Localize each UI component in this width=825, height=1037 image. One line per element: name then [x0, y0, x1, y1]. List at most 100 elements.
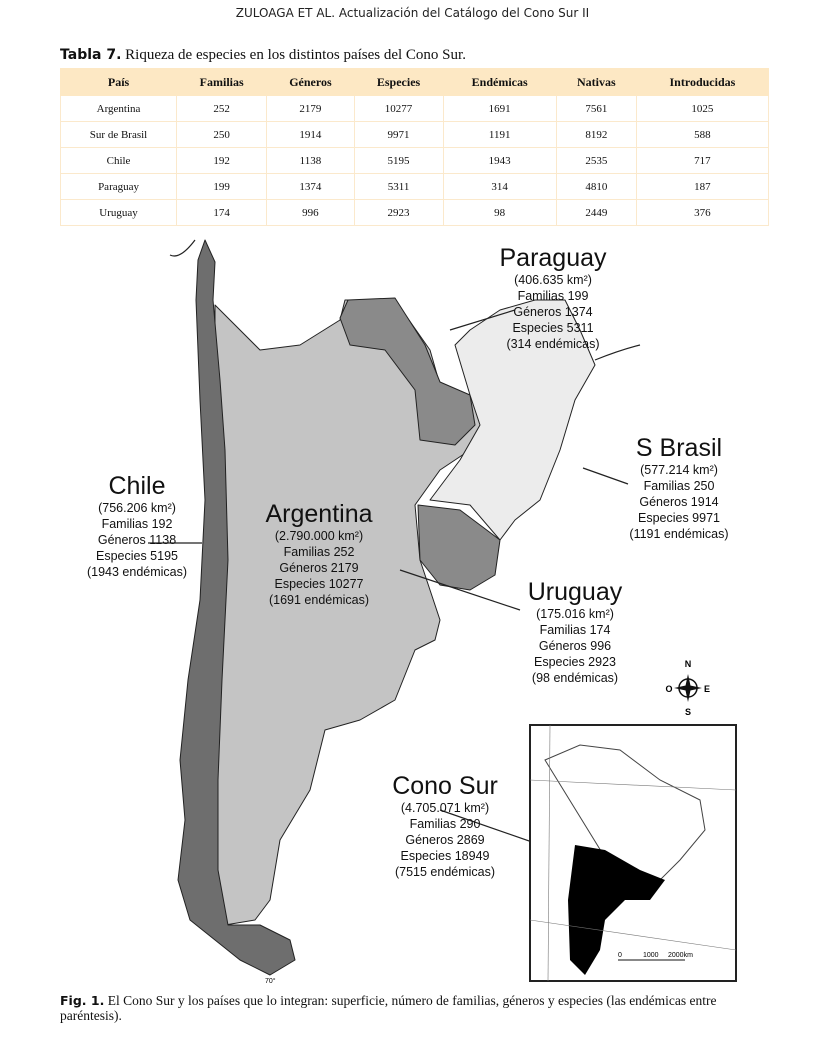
table-cell: 2535: [555, 147, 637, 174]
conosur-familias: Familias 290: [409, 817, 481, 831]
table-caption: Tabla 7. Riqueza de especies en los dist…: [60, 47, 466, 64]
uruguay-generos: Géneros 996: [538, 639, 612, 653]
conosur-name: Cono Sur: [392, 772, 498, 800]
running-head: ZULOAGA ET AL. Actualización del Catálog…: [235, 6, 590, 20]
table-row: Argentina 252 2179 10277 1691 7561 1025: [59, 95, 770, 122]
label-uruguay: Uruguay (175.016 km²) Familias 174 Géner…: [500, 578, 650, 686]
table-label: Tabla 7.: [60, 47, 122, 63]
chile-endemicas: (1943 endémicas): [86, 565, 188, 579]
table-cell: 1025: [635, 95, 770, 122]
table-cell: 187: [635, 173, 770, 200]
table-cell: 199: [176, 173, 268, 200]
meridian-label: 70°: [265, 977, 276, 985]
table-cell: 10277: [353, 95, 444, 122]
scale-2000: 2000km: [668, 952, 693, 959]
table-cell: 9971: [353, 121, 444, 148]
table-cell: 192: [176, 147, 268, 174]
paraguay-endemicas: (314 endémicas): [506, 337, 600, 351]
inset-cono-sur: [568, 845, 665, 975]
figure-caption-text: El Cono Sur y los países que lo integran…: [60, 993, 717, 1023]
table-cell: 588: [635, 121, 770, 148]
paraguay-especies: Especies 5311: [512, 321, 594, 335]
map-uruguay: [417, 504, 501, 591]
table-cell: 2179: [266, 95, 355, 122]
table-cell: 996: [266, 199, 355, 226]
table-cell: 314: [442, 173, 557, 200]
col-generos: Géneros: [266, 68, 355, 96]
map-paraguay: [339, 297, 476, 446]
table-cell: Argentina: [59, 95, 178, 122]
compass-s: S: [685, 707, 691, 717]
scale-0: 0: [618, 952, 622, 959]
brasil-familias: Familias 250: [643, 479, 715, 493]
uruguay-name: Uruguay: [527, 578, 623, 606]
table-cell: 1138: [266, 147, 355, 174]
chile-especies: Especies 5195: [95, 549, 178, 563]
conosur-especies: Especies 18949: [400, 849, 490, 863]
paraguay-familias: Familias 199: [517, 289, 589, 303]
map-chile: [177, 239, 296, 976]
brasil-especies: Especies 9971: [637, 511, 720, 525]
label-argentina: Argentina (2.790.000 km²) Familias 252 G…: [244, 500, 394, 608]
table-cell: 2449: [555, 199, 637, 226]
table-cell: Paraguay: [59, 173, 178, 200]
uruguay-familias: Familias 174: [539, 623, 611, 637]
compass-e: E: [704, 684, 710, 694]
table-row: Paraguay 199 1374 5311 314 4810 187: [59, 173, 770, 200]
species-table: País Familias Géneros Especies Endémicas…: [59, 68, 770, 226]
paraguay-name: Paraguay: [499, 244, 607, 272]
argentina-name: Argentina: [265, 500, 373, 528]
chile-familias: Familias 192: [101, 517, 173, 531]
scale-1000: 1000: [643, 952, 659, 959]
compass-icon: [674, 674, 702, 702]
label-paraguay: Paraguay (406.635 km²) Familias 199 Géne…: [478, 244, 628, 352]
col-introducidas: Introducidas: [635, 68, 770, 96]
compass-o: O: [665, 684, 672, 694]
argentina-endemicas: (1691 endémicas): [268, 593, 370, 607]
chile-generos: Géneros 1138: [97, 533, 177, 547]
table-cell: 98: [442, 199, 557, 226]
table-cell: 376: [635, 199, 770, 226]
table-caption-text: Riqueza de especies en los distintos paí…: [125, 47, 466, 63]
argentina-generos: Géneros 2179: [279, 561, 359, 575]
compass-n: N: [685, 659, 692, 669]
argentina-especies: Especies 10277: [274, 577, 364, 591]
argentina-area: (2.790.000 km²): [274, 529, 364, 543]
label-conosur: Cono Sur (4.705.071 km²) Familias 290 Gé…: [370, 772, 520, 880]
table-cell: 7561: [555, 95, 637, 122]
label-brasil: S Brasil (577.214 km²) Familias 250 Géne…: [604, 434, 754, 542]
brasil-area: (577.214 km²): [640, 463, 718, 477]
table-cell: 174: [176, 199, 268, 226]
brasil-generos: Géneros 1914: [639, 495, 719, 509]
uruguay-area: (175.016 km²): [536, 607, 614, 621]
chile-name: Chile: [108, 472, 166, 500]
col-especies: Especies: [353, 68, 444, 96]
label-chile: Chile (756.206 km²) Familias 192 Géneros…: [62, 472, 212, 580]
chile-area: (756.206 km²): [98, 501, 176, 515]
table-cell: 1691: [442, 95, 557, 122]
brasil-name: S Brasil: [635, 434, 723, 462]
table-header-row: País Familias Géneros Especies Endémicas…: [59, 68, 770, 96]
map-brasil: [429, 299, 596, 541]
table-cell: Uruguay: [59, 199, 178, 226]
conosur-area: (4.705.071 km²): [400, 801, 490, 815]
inset-map: 0 1000 2000km: [529, 724, 737, 982]
col-nativas: Nativas: [555, 68, 637, 96]
uruguay-endemicas: (98 endémicas): [531, 671, 619, 685]
table-cell: 1374: [266, 173, 355, 200]
paraguay-area: (406.635 km²): [514, 273, 592, 287]
table-cell: 5311: [353, 173, 444, 200]
table-cell: 250: [176, 121, 268, 148]
table-cell: 717: [635, 147, 770, 174]
conosur-generos: Géneros 2869: [405, 833, 485, 847]
table-row: Uruguay 174 996 2923 98 2449 376: [59, 199, 770, 226]
table-cell: 1914: [266, 121, 355, 148]
table-cell: 2923: [353, 199, 444, 226]
col-pais: País: [59, 68, 178, 96]
table-cell: 1943: [442, 147, 557, 174]
uruguay-especies: Especies 2923: [533, 655, 616, 669]
argentina-familias: Familias 252: [283, 545, 355, 559]
brasil-endemicas: (1191 endémicas): [629, 527, 729, 541]
